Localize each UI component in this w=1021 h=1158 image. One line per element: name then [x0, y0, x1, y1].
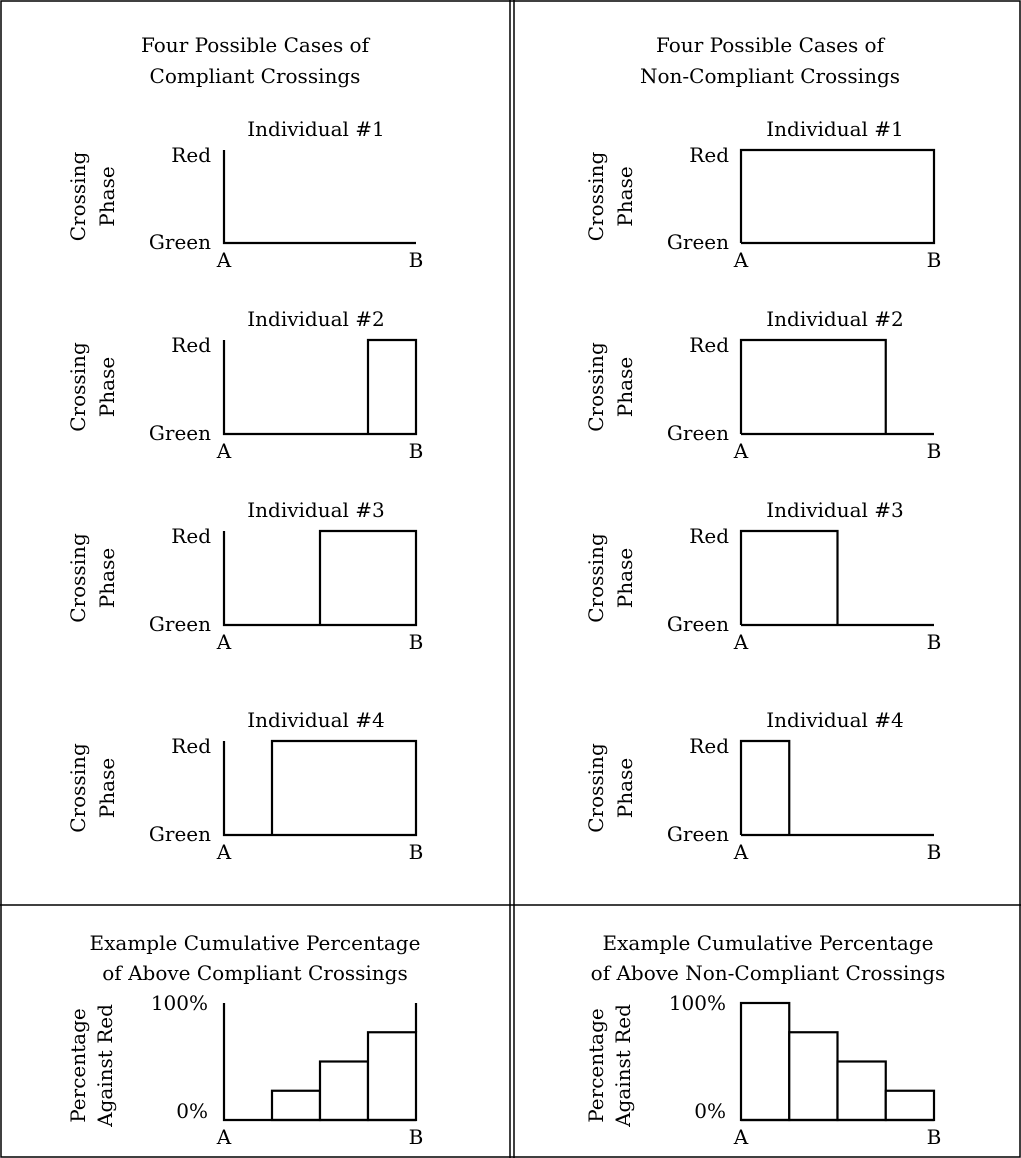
- compliant-title-line2: Compliant Crossings: [150, 64, 361, 88]
- compliant-individual-3-ylabel-phase: Phase: [95, 548, 119, 608]
- compliant-cumulative-0-label: 0%: [176, 1099, 208, 1123]
- noncompliant-individual-2-green-label: Green: [667, 421, 729, 445]
- compliant-individual-1-green-label: Green: [149, 230, 211, 254]
- compliant-cumulative-bar-3: [318, 1060, 370, 1122]
- noncompliant-individual-1-ylabel-crossing: Crossing: [584, 152, 608, 242]
- compliant-cumulative-title-line1: Example Cumulative Percentage: [90, 931, 421, 955]
- noncompliant-individual-1-green-label: Green: [667, 230, 729, 254]
- compliant-individual-2-b-label: B: [409, 439, 424, 463]
- noncompliant-individual-4-b-label: B: [927, 840, 942, 864]
- compliant-individual-2-ylabel-phase: Phase: [95, 357, 119, 417]
- compliant-cumulative-100-label: 100%: [151, 991, 208, 1015]
- noncompliant-cumulative-title-line1: Example Cumulative Percentage: [603, 931, 934, 955]
- noncompliant-individual-3-b-label: B: [927, 630, 942, 654]
- noncompliant-individual-3-ylabel-crossing: Crossing: [584, 533, 608, 623]
- compliant-individual-1-label: Individual #1: [247, 117, 385, 141]
- noncompliant-individual-3-trace: [739, 529, 934, 627]
- noncompliant-individual-3-red-label: Red: [689, 524, 729, 548]
- compliant-individual-2-green-label: Green: [149, 421, 211, 445]
- noncompliant-individual-1-label: Individual #1: [766, 117, 904, 141]
- compliant-individual-1-trace: [222, 150, 416, 245]
- compliant-individual-2-ylabel-crossing: Crossing: [66, 342, 90, 432]
- compliant-cumulative-bar-4: [366, 1031, 418, 1122]
- compliant-cumulative-axis: [222, 1003, 418, 1122]
- noncompliant-individual-2-ylabel-crossing: Crossing: [584, 342, 608, 432]
- compliant-individual-3-green-label: Green: [149, 612, 211, 636]
- noncompliant-individual-4-a-label: A: [733, 840, 749, 864]
- noncompliant-cumulative-bar-1: [739, 1001, 791, 1122]
- noncompliant-cumulative-bar-2: [788, 1031, 839, 1122]
- noncompliant-individual-4-trace: [739, 739, 934, 837]
- noncompliant-individual-1-b-label: B: [927, 248, 942, 272]
- noncompliant-cumulative-bar-4: [884, 1089, 936, 1122]
- noncompliant-individual-1-a-label: A: [733, 248, 749, 272]
- compliant-individual-3-label: Individual #3: [247, 498, 385, 522]
- compliant-individual-2-label: Individual #2: [247, 307, 385, 331]
- compliant-individual-3-red-label: Red: [171, 524, 211, 548]
- compliant-individual-4-label: Individual #4: [247, 708, 385, 732]
- noncompliant-cumulative-bar-3: [836, 1060, 887, 1122]
- compliant-cumulative-a-label: A: [216, 1125, 232, 1149]
- compliant-individual-1-a-label: A: [216, 248, 232, 272]
- noncompliant-cumulative-title-line2: of Above Non-Compliant Crossings: [591, 961, 946, 985]
- compliant-individual-4-b-label: B: [409, 840, 424, 864]
- noncompliant-individual-4-label: Individual #4: [766, 708, 904, 732]
- noncompliant-cumulative-a-label: A: [733, 1125, 749, 1149]
- compliant-individual-3-b-label: B: [409, 630, 424, 654]
- noncompliant-cumulative-100-label: 100%: [669, 991, 726, 1015]
- noncompliant-individual-4-red-label: Red: [689, 734, 729, 758]
- noncompliant-individual-2-red-label: Red: [689, 333, 729, 357]
- compliant-individual-2-red-label: Red: [171, 333, 211, 357]
- noncompliant-individual-1-red-label: Red: [689, 143, 729, 167]
- compliant-individual-4-a-label: A: [216, 840, 232, 864]
- compliant-cumulative-title-line2: of Above Compliant Crossings: [102, 961, 407, 985]
- compliant-individual-4-red-label: Red: [171, 734, 211, 758]
- noncompliant-individual-4-ylabel-phase: Phase: [613, 758, 637, 818]
- noncompliant-individual-3-label: Individual #3: [766, 498, 904, 522]
- noncompliant-individual-4-green-label: Green: [667, 822, 729, 846]
- compliant-individual-3-trace: [222, 529, 418, 627]
- compliant-individual-4-green-label: Green: [149, 822, 211, 846]
- compliant-individual-4-ylabel-crossing: Crossing: [66, 743, 90, 833]
- noncompliant-cumulative-0-label: 0%: [694, 1099, 726, 1123]
- compliant-individual-2-trace: [222, 338, 418, 436]
- noncompliant-individual-2-b-label: B: [927, 439, 942, 463]
- compliant-individual-1-ylabel-phase: Phase: [95, 166, 119, 226]
- noncompliant-individual-2-trace: [739, 338, 934, 436]
- noncompliant-individual-1-trace: [739, 148, 936, 245]
- compliant-individual-4-trace: [222, 739, 418, 837]
- compliant-individual-1-b-label: B: [409, 248, 424, 272]
- noncompliant-individual-3-a-label: A: [733, 630, 749, 654]
- compliant-cumulative-ylabel-against-red: Against Red: [93, 1004, 117, 1128]
- noncompliant-individual-2-ylabel-phase: Phase: [613, 357, 637, 417]
- compliant-individual-3-a-label: A: [216, 630, 232, 654]
- noncompliant-cumulative-b-label: B: [927, 1125, 942, 1149]
- noncompliant-individual-2-a-label: A: [733, 439, 749, 463]
- noncompliant-individual-3-green-label: Green: [667, 612, 729, 636]
- compliant-individual-2-a-label: A: [216, 439, 232, 463]
- compliant-individual-3-ylabel-crossing: Crossing: [66, 533, 90, 623]
- noncompliant-title-line1: Four Possible Cases of: [656, 33, 886, 57]
- noncompliant-cumulative-ylabel-percentage: Percentage: [584, 1008, 608, 1122]
- noncompliant-individual-4-ylabel-crossing: Crossing: [584, 743, 608, 833]
- noncompliant-individual-3-ylabel-phase: Phase: [613, 548, 637, 608]
- noncompliant-individual-1-ylabel-phase: Phase: [613, 166, 637, 226]
- compliant-cumulative-ylabel-percentage: Percentage: [66, 1008, 90, 1122]
- compliant-title-line1: Four Possible Cases of: [141, 33, 371, 57]
- compliant-cumulative-bar-2: [270, 1089, 322, 1122]
- noncompliant-individual-2-label: Individual #2: [766, 307, 904, 331]
- compliant-individual-1-red-label: Red: [171, 143, 211, 167]
- compliant-individual-4-ylabel-phase: Phase: [95, 758, 119, 818]
- compliant-cumulative-b-label: B: [409, 1125, 424, 1149]
- compliant-individual-1-ylabel-crossing: Crossing: [66, 152, 90, 242]
- noncompliant-cumulative-ylabel-against-red: Against Red: [611, 1004, 635, 1128]
- noncompliant-title-line2: Non-Compliant Crossings: [640, 64, 900, 88]
